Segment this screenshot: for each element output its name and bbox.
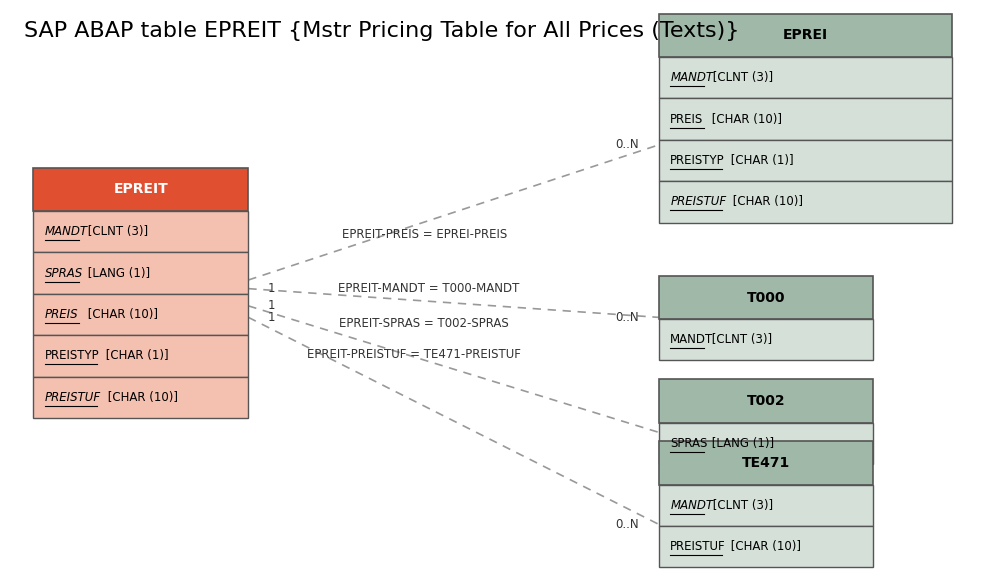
Text: [CHAR (1)]: [CHAR (1)] <box>101 349 168 363</box>
FancyBboxPatch shape <box>33 211 248 252</box>
FancyBboxPatch shape <box>659 14 952 57</box>
Text: 0..N: 0..N <box>616 311 639 324</box>
Text: [CHAR (10)]: [CHAR (10)] <box>104 391 178 404</box>
Text: 0..N: 0..N <box>616 518 639 531</box>
Text: SPRAS: SPRAS <box>45 266 84 280</box>
Text: [CHAR (10)]: [CHAR (10)] <box>85 308 159 321</box>
FancyBboxPatch shape <box>33 294 248 335</box>
FancyBboxPatch shape <box>659 423 874 464</box>
Text: [CHAR (10)]: [CHAR (10)] <box>727 540 801 553</box>
Text: PREISTUF: PREISTUF <box>45 391 101 404</box>
Text: EPREIT-PREISTUF = TE471-PREISTUF: EPREIT-PREISTUF = TE471-PREISTUF <box>307 348 521 361</box>
FancyBboxPatch shape <box>659 140 952 181</box>
FancyBboxPatch shape <box>659 526 874 567</box>
FancyBboxPatch shape <box>659 57 952 99</box>
Text: [LANG (1)]: [LANG (1)] <box>708 437 774 449</box>
Text: [LANG (1)]: [LANG (1)] <box>85 266 151 280</box>
Text: PREISTYP: PREISTYP <box>670 154 725 167</box>
Text: 0..N: 0..N <box>616 138 639 152</box>
Text: PREIS: PREIS <box>45 308 79 321</box>
FancyBboxPatch shape <box>33 252 248 294</box>
FancyBboxPatch shape <box>659 276 874 319</box>
Text: [CHAR (10)]: [CHAR (10)] <box>708 113 782 125</box>
Text: PREISTUF: PREISTUF <box>670 195 726 208</box>
Text: PREISTYP: PREISTYP <box>45 349 99 363</box>
Text: [CLNT (3)]: [CLNT (3)] <box>85 225 149 238</box>
Text: T002: T002 <box>747 394 785 408</box>
Text: 1: 1 <box>268 311 276 324</box>
Text: TE471: TE471 <box>742 456 790 470</box>
Text: EPREIT-SPRAS = T002-SPRAS: EPREIT-SPRAS = T002-SPRAS <box>339 317 509 329</box>
Text: [CHAR (1)]: [CHAR (1)] <box>727 154 794 167</box>
Text: [CHAR (10)]: [CHAR (10)] <box>729 195 803 208</box>
FancyBboxPatch shape <box>33 377 248 418</box>
Text: EPREIT-MANDT = T000-MANDT: EPREIT-MANDT = T000-MANDT <box>338 282 520 295</box>
Text: MANDT: MANDT <box>45 225 89 238</box>
Text: 1: 1 <box>268 299 276 312</box>
FancyBboxPatch shape <box>659 380 874 423</box>
Text: MANDT: MANDT <box>670 333 713 346</box>
Text: PREISTUF: PREISTUF <box>670 540 726 553</box>
Text: EPREI: EPREI <box>782 29 827 43</box>
Text: EPREIT: EPREIT <box>113 182 168 196</box>
FancyBboxPatch shape <box>659 99 952 140</box>
Text: SAP ABAP table EPREIT {Mstr Pricing Table for All Prices (Texts)}: SAP ABAP table EPREIT {Mstr Pricing Tabl… <box>24 22 739 41</box>
FancyBboxPatch shape <box>33 168 248 211</box>
Text: EPREIT-PREIS = EPREI-PREIS: EPREIT-PREIS = EPREI-PREIS <box>342 227 506 241</box>
Text: MANDT: MANDT <box>670 499 713 512</box>
FancyBboxPatch shape <box>659 319 874 360</box>
Text: SPRAS: SPRAS <box>670 437 707 449</box>
Text: PREIS: PREIS <box>670 113 703 125</box>
Text: [CLNT (3)]: [CLNT (3)] <box>708 333 772 346</box>
Text: MANDT: MANDT <box>670 71 713 84</box>
FancyBboxPatch shape <box>659 441 874 484</box>
FancyBboxPatch shape <box>33 335 248 377</box>
Text: [CLNT (3)]: [CLNT (3)] <box>709 71 773 84</box>
FancyBboxPatch shape <box>659 181 952 223</box>
FancyBboxPatch shape <box>659 484 874 526</box>
Text: [CLNT (3)]: [CLNT (3)] <box>709 499 773 512</box>
Text: 1: 1 <box>268 282 276 295</box>
Text: T000: T000 <box>747 290 785 304</box>
